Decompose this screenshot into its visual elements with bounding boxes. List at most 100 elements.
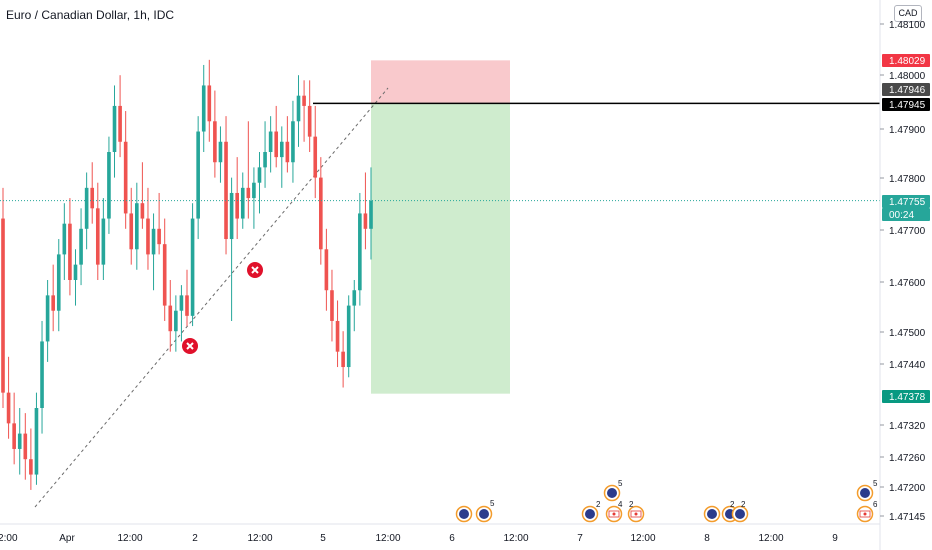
price-tick-label: 1.47800 (889, 174, 926, 185)
candle-body[interactable] (135, 203, 139, 250)
candle-body[interactable] (62, 223, 67, 255)
eu-flag-icon (479, 509, 489, 519)
candle-body[interactable] (6, 392, 11, 424)
time-tick-label: 12:00 (375, 533, 400, 544)
candle-body[interactable] (235, 192, 239, 219)
event-count-label: 5 (873, 479, 878, 488)
candle-body[interactable] (40, 341, 44, 408)
candle-body[interactable] (151, 228, 156, 255)
event-count-label: 2 (596, 500, 601, 509)
candle-body[interactable] (157, 228, 161, 245)
candle-body[interactable] (17, 433, 22, 449)
candle-body[interactable] (68, 223, 72, 280)
price-tag (882, 83, 930, 96)
candle-body[interactable] (84, 187, 89, 229)
candle-body[interactable] (29, 459, 33, 475)
candle-body[interactable] (302, 95, 306, 106)
price-tick-label: 1.47700 (889, 226, 926, 237)
candle-body[interactable] (174, 310, 178, 332)
candle-body[interactable] (34, 408, 39, 475)
candle-body[interactable] (229, 192, 234, 240)
candle-body[interactable] (224, 141, 228, 240)
candle-body[interactable] (240, 187, 245, 219)
event-count-label: 2 (629, 500, 634, 509)
candle-body[interactable] (168, 305, 173, 332)
candle-body[interactable] (129, 213, 134, 250)
x-mark-glyph (251, 266, 259, 274)
currency-badge[interactable]: CAD (894, 5, 922, 22)
price-tag-label: 00:24 (889, 210, 914, 221)
candle-body[interactable] (291, 121, 295, 163)
candle-body[interactable] (23, 433, 28, 460)
candle-body[interactable] (123, 141, 128, 214)
price-tick-label: 1.47600 (889, 278, 926, 289)
candle-body[interactable] (51, 295, 55, 311)
event-count-label: 6 (873, 500, 878, 509)
candle-body[interactable] (274, 131, 279, 158)
candle-body[interactable] (252, 182, 256, 199)
price-tag-label: 1.47945 (889, 100, 926, 111)
candle-body[interactable] (79, 228, 83, 265)
price-tick-label: 1.47200 (889, 483, 926, 494)
candle-body[interactable] (341, 351, 345, 368)
candle-body[interactable] (358, 213, 362, 291)
price-tick-label: 1.47145 (889, 512, 926, 523)
price-tag (882, 98, 930, 111)
x-mark-glyph (186, 342, 194, 350)
candle-body[interactable] (369, 200, 373, 229)
candle-body[interactable] (196, 131, 200, 219)
price-tick-label: 1.47500 (889, 328, 926, 339)
candle-body[interactable] (207, 85, 212, 122)
candle-body[interactable] (190, 218, 195, 316)
candle-body[interactable] (95, 208, 100, 265)
candle-body[interactable] (218, 141, 223, 163)
candle-body[interactable] (118, 105, 122, 142)
candle-body[interactable] (246, 187, 251, 199)
time-tick-label: 2 (192, 533, 198, 544)
time-tick-label: 12:00 (0, 533, 18, 544)
candle-body[interactable] (90, 187, 95, 209)
price-tag-label: 1.47946 (889, 85, 926, 96)
candle-body[interactable] (263, 152, 267, 168)
candle-body[interactable] (268, 131, 273, 152)
candle-body[interactable] (107, 152, 111, 219)
candle-body[interactable] (45, 295, 50, 342)
candle-body[interactable] (201, 85, 206, 132)
candle-body[interactable] (140, 203, 145, 219)
candle-body[interactable] (1, 218, 5, 393)
candle-body[interactable] (279, 141, 284, 158)
candle-body[interactable] (330, 290, 334, 321)
stop-loss-zone[interactable] (371, 60, 510, 103)
time-tick-label: Apr (59, 533, 75, 544)
price-tick-label: 1.47900 (889, 125, 926, 136)
candle-body[interactable] (319, 177, 323, 250)
eu-flag-icon (585, 509, 595, 519)
candle-body[interactable] (185, 295, 189, 316)
price-tag-label: 1.48029 (889, 56, 926, 67)
candle-body[interactable] (335, 320, 340, 352)
candle-body[interactable] (101, 218, 106, 265)
candle-body[interactable] (73, 264, 78, 280)
candle-body[interactable] (257, 167, 262, 183)
candle-body[interactable] (307, 105, 312, 137)
price-tick-label: 1.47320 (889, 421, 926, 432)
candle-body[interactable] (162, 244, 167, 306)
trendline[interactable] (34, 87, 389, 508)
candle-body[interactable] (213, 121, 217, 163)
candle-body[interactable] (56, 254, 61, 311)
price-tag-label: 1.47378 (889, 392, 926, 403)
candle-body[interactable] (352, 290, 357, 306)
candle-body[interactable] (346, 305, 351, 368)
candle-body[interactable] (324, 249, 329, 291)
price-tick-label: 1.48100 (889, 20, 926, 31)
candle-body[interactable] (112, 105, 117, 152)
candle-body[interactable] (363, 213, 368, 229)
candle-body[interactable] (285, 141, 290, 163)
take-profit-zone[interactable] (371, 102, 510, 394)
candle-body[interactable] (146, 218, 150, 255)
candle-body[interactable] (179, 295, 184, 311)
candle-body[interactable] (12, 423, 16, 449)
candle-body[interactable] (296, 95, 301, 122)
candle-body[interactable] (313, 136, 318, 178)
